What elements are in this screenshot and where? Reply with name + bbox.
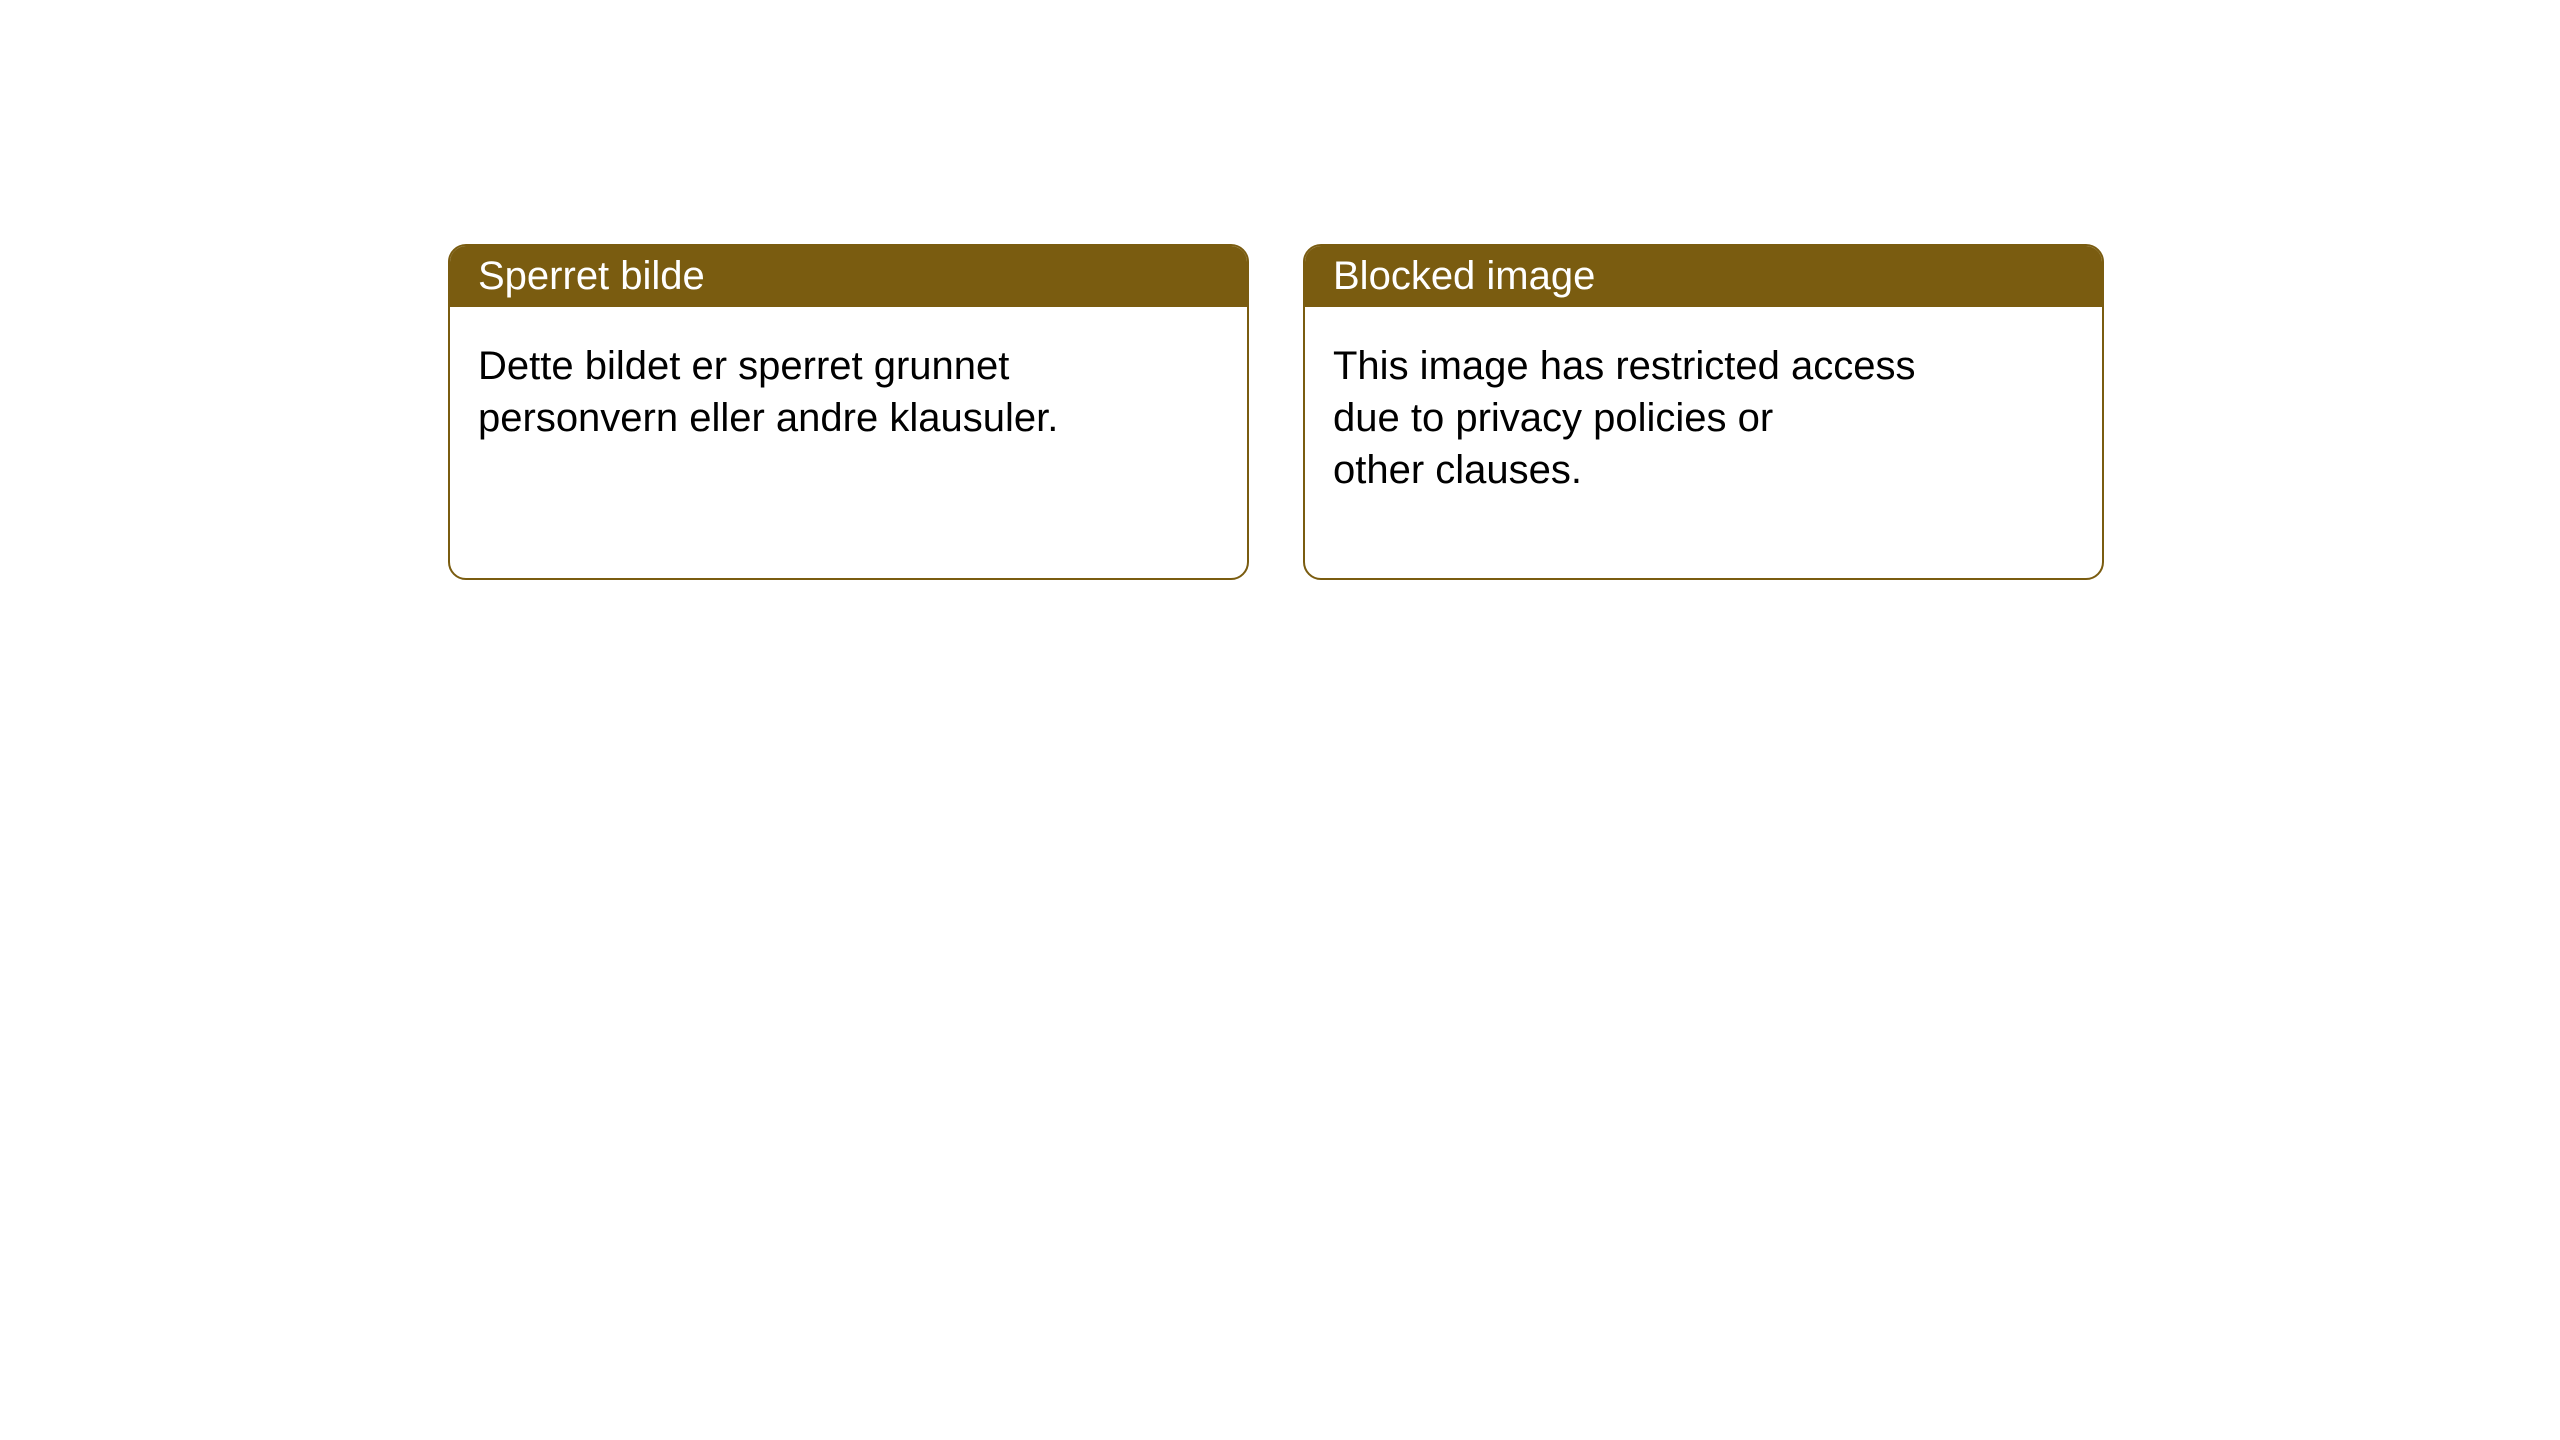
notices-container: Sperret bilde Dette bildet er sperret gr…	[0, 0, 2560, 580]
card-body-text: This image has restricted access due to …	[1333, 344, 1915, 492]
card-title: Sperret bilde	[478, 254, 705, 299]
notice-card-english: Blocked image This image has restricted …	[1303, 244, 2104, 580]
notice-card-norwegian: Sperret bilde Dette bildet er sperret gr…	[448, 244, 1249, 580]
card-header: Sperret bilde	[450, 246, 1247, 307]
card-body: This image has restricted access due to …	[1305, 307, 1985, 524]
card-body: Dette bildet er sperret grunnet personve…	[450, 307, 1130, 472]
card-title: Blocked image	[1333, 254, 1595, 299]
card-body-text: Dette bildet er sperret grunnet personve…	[478, 344, 1058, 440]
card-header: Blocked image	[1305, 246, 2102, 307]
